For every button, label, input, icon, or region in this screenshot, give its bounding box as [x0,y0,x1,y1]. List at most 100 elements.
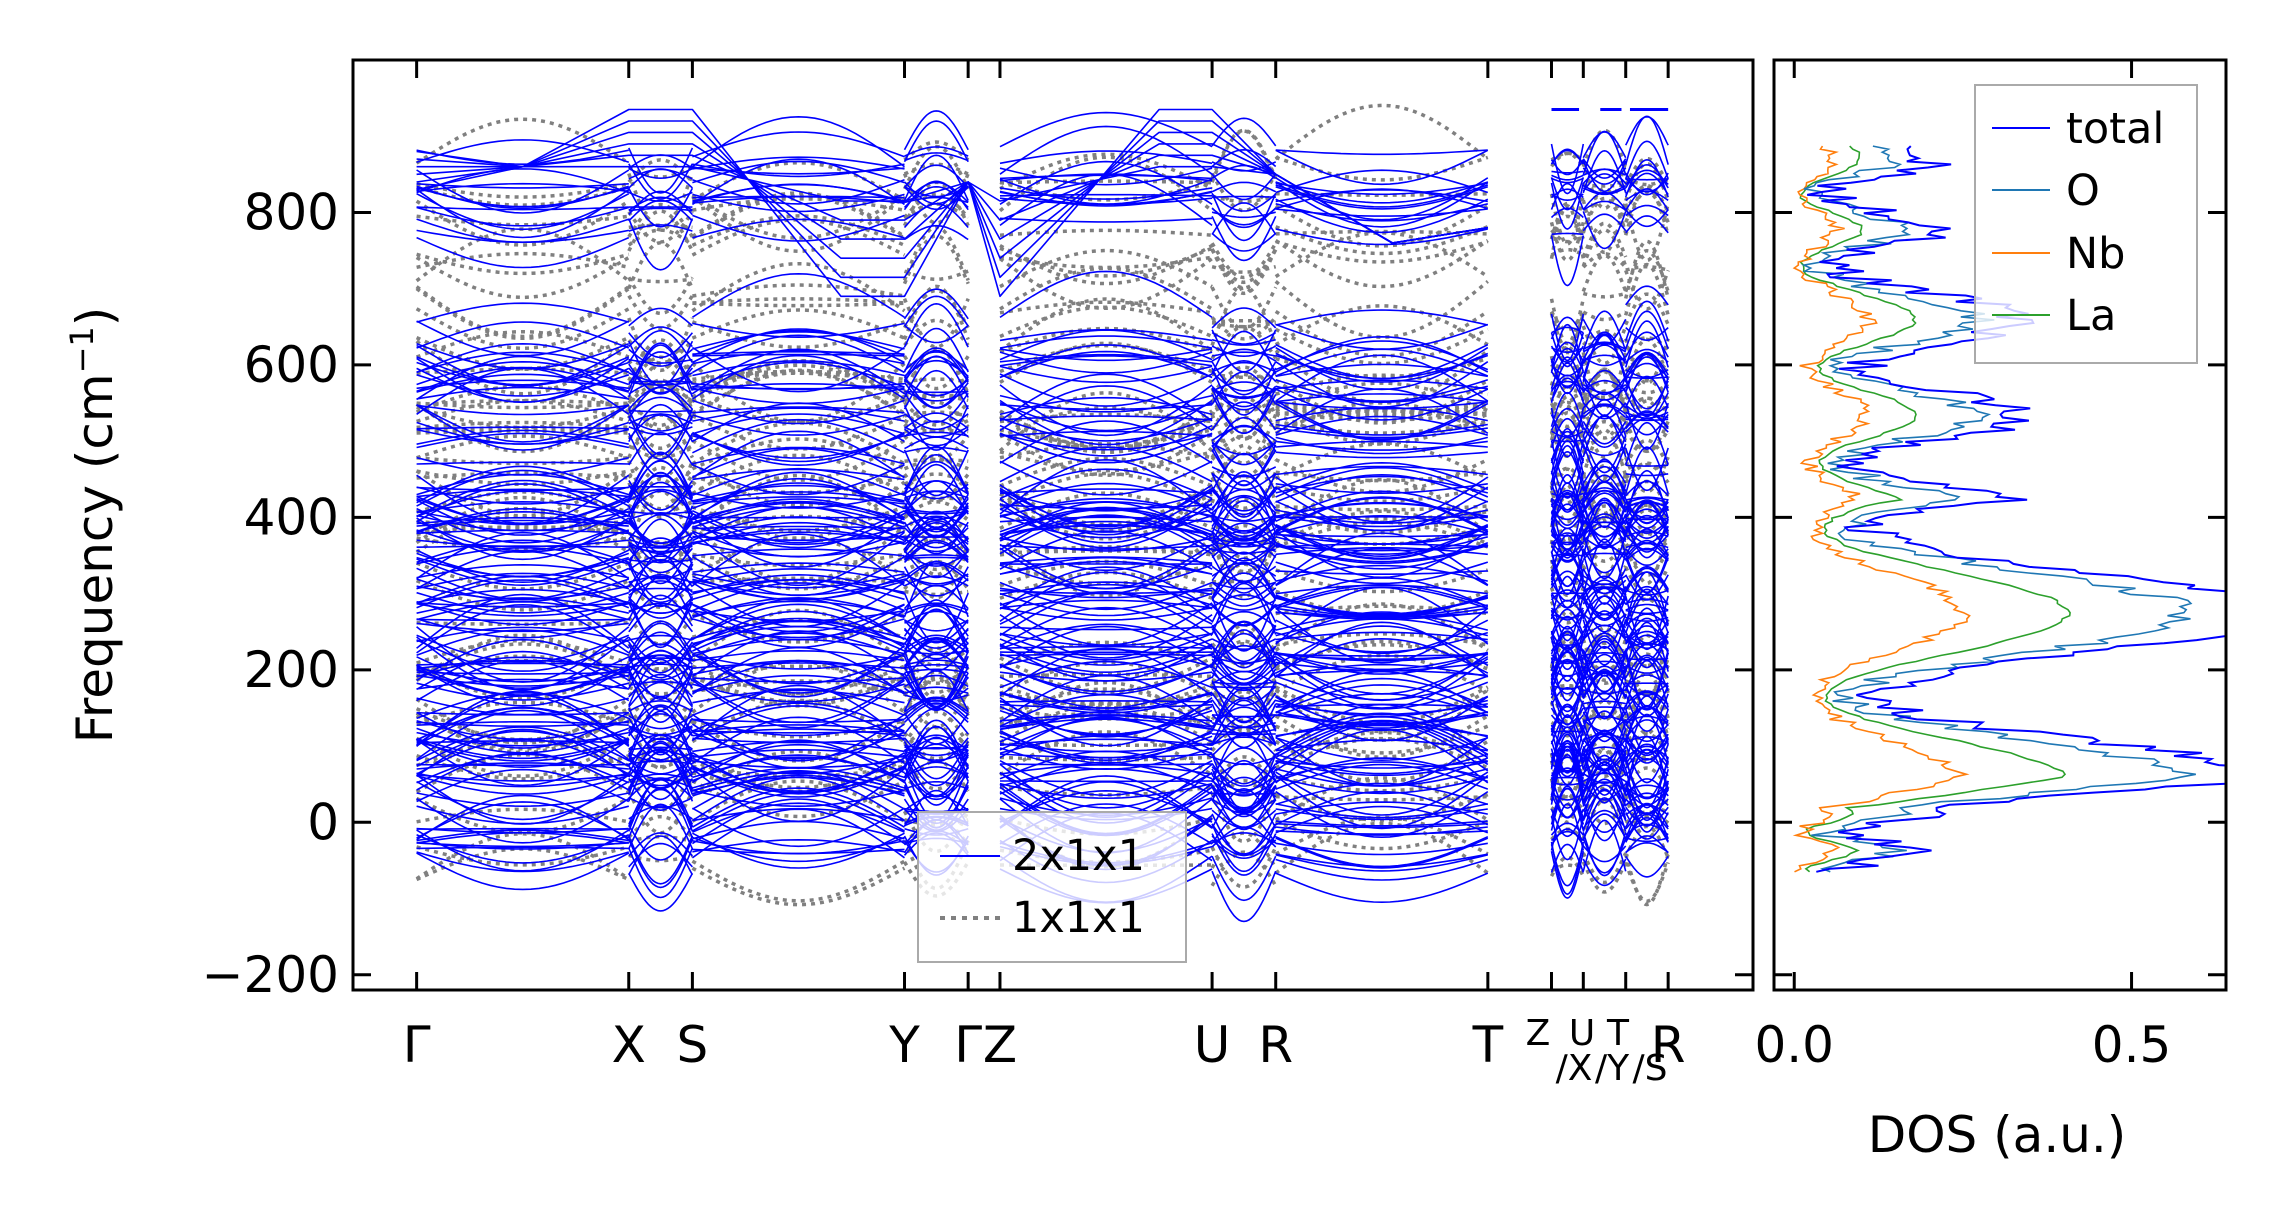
band-line-1x1x1 [415,248,1670,366]
dos-line-total [1807,145,2226,873]
y-tick-label: 800 [244,183,339,241]
x-tick-sublabel: T [1606,1013,1630,1054]
legend-label-nb: Nb [2066,229,2125,279]
x-tick-sublabel: /X [1556,1048,1593,1089]
band-line-2x1x1 [416,270,1669,387]
band-line-2x1x1 [416,471,1669,595]
band-line-1x1x1 [415,225,1670,341]
band-line-2x1x1 [416,374,1669,419]
band-line-1x1x1 [415,752,1670,854]
dos-line-la [1799,145,2071,873]
legend-label-2x1x1: 2x1x1 [1012,831,1145,881]
band-line-2x1x1 [416,640,1669,749]
band-line-2x1x1 [416,474,1669,549]
y-tick-label: 400 [244,488,339,546]
y-tick-label: 0 [307,793,339,851]
band-line-1x1x1 [416,190,1670,280]
band-line-1x1x1 [415,234,1670,358]
dos-x-tick-label: 0.0 [1754,1016,1834,1074]
legend-label-la: La [2066,291,2116,341]
band-line-2x1x1 [416,421,1669,525]
band-line-2x1x1 [416,111,1669,211]
legend-label-o: O [2066,166,2100,216]
band-line-2x1x1 [416,334,1669,435]
band-line-2x1x1 [416,450,1669,533]
band-line-2x1x1 [416,529,1669,596]
band-line-1x1x1 [416,128,1670,255]
dos-line-o [1801,145,2196,873]
band-line-2x1x1 [416,618,1669,686]
band-line-2x1x1 [416,638,1669,729]
band-line-2x1x1 [416,560,1669,683]
y-tick-label: 600 [244,336,339,394]
legend-label-total: total [2066,104,2164,154]
band-line-2x1x1 [416,160,1669,229]
band-line-2x1x1 [416,533,1669,652]
x-tick-label: S [677,1016,709,1074]
band-line-1x1x1 [415,286,1670,424]
band-line-2x1x1 [416,452,1669,562]
x-tick-label: U [1194,1016,1231,1074]
dos-x-axis-label: DOS (a.u.) [1868,1106,2127,1164]
x-tick-label: Z [983,1016,1017,1074]
band-line-2x1x1 [416,140,1669,239]
band-y-axis-label: Frequency (cm−1) [63,307,124,744]
band-line-1x1x1 [416,183,1670,296]
band-line-2x1x1 [416,463,1669,579]
band-line-2x1x1 [416,588,1669,663]
dos-x-ticks: 0.0 0.5 [1754,60,2171,1074]
band-line-2x1x1 [416,468,1669,538]
x-tick-sublabel: Z [1526,1013,1551,1054]
band-line-2x1x1 [416,707,1669,833]
x-tick-sublabel: /S [1633,1048,1668,1089]
x-tick-label: X [612,1016,646,1074]
band-line-1x1x1 [416,128,1670,213]
band-line-2x1x1 [416,691,1669,763]
band-lines-2x1x1 [416,108,1669,923]
band-line-2x1x1 [416,131,1669,201]
band-line-2x1x1 [416,302,1669,374]
dos-line-nb [1792,145,1971,873]
y-tick-label: 200 [244,641,339,699]
dos-panel: 0.0 0.5 DOS (a.u.) total O Nb La [1754,58,2228,1164]
band-line-2x1x1 [416,531,1669,651]
band-plot-frame [351,58,1755,992]
x-tick-label: T [1472,1016,1504,1074]
band-line-2x1x1 [416,348,1669,404]
dos-legend: total O Nb La [1974,84,2198,364]
band-line-2x1x1 [416,213,1669,252]
y-tick-label: −200 [202,946,339,1004]
dos-lines [1792,145,2226,873]
x-tick-label: R [1651,1016,1686,1074]
band-line-2x1x1 [416,525,1669,583]
band-legend: 2x1x1 1x1x1 [917,811,1187,963]
band-line-1x1x1 [416,623,1670,697]
x-tick-label: Γ [954,1016,982,1074]
band-line-2x1x1 [416,595,1669,665]
x-tick-label: Y [888,1016,920,1074]
band-line-2x1x1 [416,551,1669,611]
band-line-2x1x1 [416,402,1669,496]
band-line-2x1x1 [416,373,1669,442]
x-tick-sublabel: /Y [1595,1048,1630,1089]
legend-label-1x1x1: 1x1x1 [1012,893,1145,943]
band-line-2x1x1 [416,516,1669,578]
band-line-2x1x1 [416,331,1669,446]
dos-y-ticks [1774,210,2226,977]
band-line-1x1x1 [415,608,1670,743]
band-line-2x1x1 [416,165,1488,244]
x-tick-label: R [1258,1016,1293,1074]
band-line-2x1x1 [416,329,1669,407]
x-tick-sublabel: U [1569,1013,1595,1054]
band-y-ticks: −200 0 200 400 600 800 [202,183,1753,1004]
band-line-2x1x1 [416,367,1669,497]
band-line-1x1x1 [416,689,1670,769]
band-x-ticks: Γ X S Y Γ Z U R T RZ U/XT/Y/S [403,60,1686,1089]
band-line-1x1x1 [416,362,1670,478]
x-tick-label: Γ [403,1016,431,1074]
band-line-1x1x1 [416,201,1669,286]
dos-plot-frame [1772,58,2228,992]
dos-x-tick-label: 0.5 [2092,1016,2172,1074]
